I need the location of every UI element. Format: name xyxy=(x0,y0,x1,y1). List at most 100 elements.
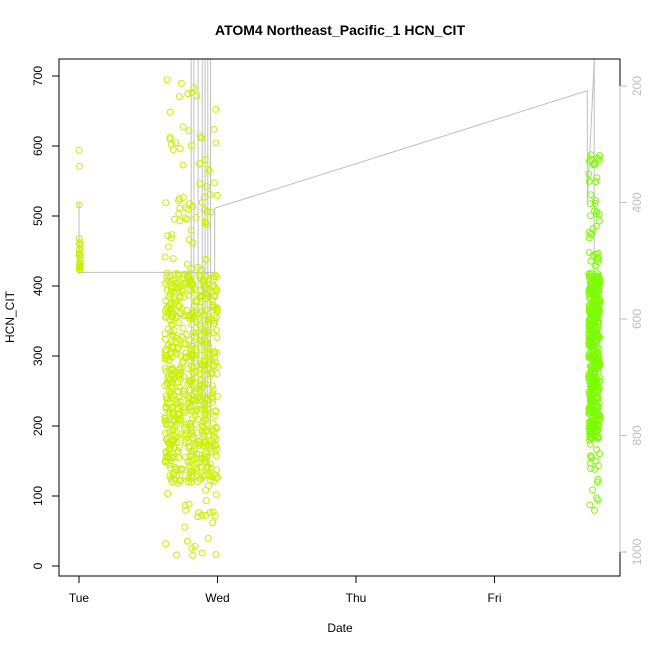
data-point xyxy=(167,287,175,295)
data-point xyxy=(210,273,218,281)
x-tick-label: Thu xyxy=(346,591,367,605)
data-point xyxy=(213,334,221,341)
data-point xyxy=(210,125,218,133)
data-point xyxy=(171,215,178,223)
data-point xyxy=(585,170,593,178)
data-point xyxy=(190,397,198,405)
data-point xyxy=(592,388,600,396)
data-point xyxy=(163,400,171,407)
data-point xyxy=(176,416,184,424)
data-point xyxy=(213,424,221,432)
data-point xyxy=(212,327,220,334)
data-point xyxy=(585,177,593,185)
data-point xyxy=(197,309,205,317)
y-tick-label: 400 xyxy=(31,276,45,296)
data-point xyxy=(212,551,220,559)
data-point xyxy=(170,475,178,483)
data-point xyxy=(164,371,172,379)
data-point xyxy=(164,325,172,333)
data-point xyxy=(188,544,196,552)
data-point xyxy=(204,165,212,173)
data-point xyxy=(186,399,194,407)
data-point xyxy=(213,191,221,199)
data-point xyxy=(194,513,202,521)
data-point xyxy=(188,468,196,476)
data-point xyxy=(167,464,175,472)
data-point xyxy=(197,336,205,344)
data-point xyxy=(591,368,599,376)
data-point xyxy=(207,476,215,484)
data-point xyxy=(211,284,219,292)
data-point xyxy=(177,375,184,383)
data-point xyxy=(168,394,176,402)
data-point xyxy=(164,438,172,446)
data-point xyxy=(170,392,178,400)
data-point xyxy=(162,313,170,321)
data-point xyxy=(198,380,206,388)
data-point xyxy=(191,332,198,340)
data-point xyxy=(170,327,178,335)
data-point xyxy=(161,335,169,343)
data-point xyxy=(185,291,193,299)
y2-tick-label: 200 xyxy=(630,76,644,96)
data-point xyxy=(76,245,84,253)
data-point xyxy=(592,222,600,230)
data-point xyxy=(172,139,180,147)
data-point xyxy=(166,108,174,116)
data-point xyxy=(169,409,177,417)
data-point xyxy=(591,433,599,441)
data-point xyxy=(197,463,204,471)
data-point xyxy=(586,440,594,448)
data-point xyxy=(591,378,599,386)
data-point xyxy=(593,174,601,182)
y-tick-label: 0 xyxy=(31,562,45,569)
data-point xyxy=(202,255,210,263)
data-point xyxy=(169,255,177,263)
data-point xyxy=(589,486,597,494)
data-point xyxy=(206,190,214,198)
plot-area xyxy=(75,59,604,559)
data-point xyxy=(184,311,192,319)
data-point xyxy=(213,473,221,481)
data-point xyxy=(208,394,216,401)
x-axis: Tue Wed Thu Fri xyxy=(69,575,502,605)
data-point xyxy=(587,257,595,265)
data-point xyxy=(176,93,183,101)
data-point xyxy=(171,270,179,278)
data-point xyxy=(184,90,192,98)
y-tick-label: 500 xyxy=(31,206,45,226)
y2-tick-label: 1000 xyxy=(630,538,644,565)
data-point xyxy=(210,282,218,290)
data-point xyxy=(199,391,207,399)
data-point xyxy=(176,402,184,410)
data-point xyxy=(162,540,170,548)
data-point xyxy=(200,455,208,463)
data-point xyxy=(179,161,187,169)
data-point xyxy=(168,231,176,239)
data-point xyxy=(211,512,219,520)
data-point xyxy=(595,255,602,263)
data-point xyxy=(211,412,219,420)
data-point xyxy=(161,253,169,261)
data-point xyxy=(596,296,604,304)
data-point xyxy=(193,92,201,100)
y-tick-label: 300 xyxy=(31,346,45,366)
data-point xyxy=(205,351,213,359)
data-point xyxy=(589,310,597,318)
data-point xyxy=(212,423,220,431)
data-point xyxy=(587,151,595,159)
data-point xyxy=(594,362,602,370)
data-point xyxy=(168,427,176,435)
data-point xyxy=(585,249,593,257)
data-point xyxy=(176,302,184,310)
data-point xyxy=(188,313,196,321)
data-point xyxy=(587,282,595,290)
data-point xyxy=(585,330,593,338)
data-point xyxy=(162,404,170,412)
data-point xyxy=(201,156,209,164)
data-point xyxy=(189,203,197,210)
data-point xyxy=(210,179,218,187)
x-tick-label: Tue xyxy=(69,591,90,605)
data-point xyxy=(179,324,187,332)
data-point xyxy=(173,397,181,405)
